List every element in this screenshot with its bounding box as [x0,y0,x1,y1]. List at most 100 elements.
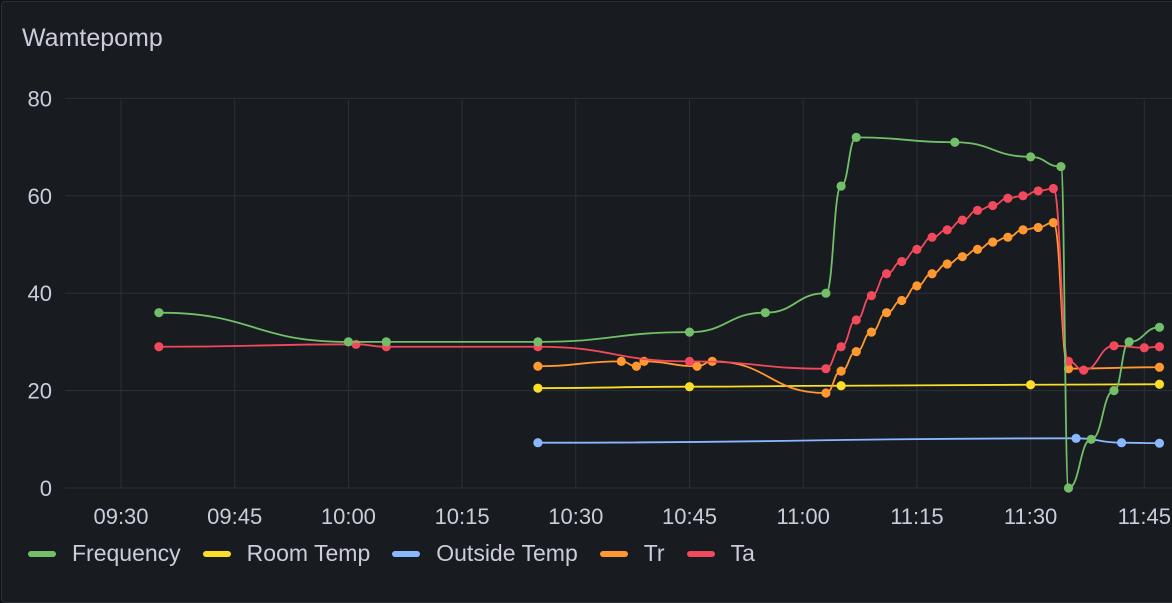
legend-item-frequency[interactable]: Frequency [28,540,181,567]
data-point[interactable] [897,256,907,267]
data-point[interactable] [942,259,952,269]
data-point[interactable] [950,137,960,147]
data-point[interactable] [836,342,846,352]
data-point[interactable] [1063,364,1074,374]
data-point[interactable] [972,205,983,216]
data-point[interactable] [866,327,877,337]
grid [65,97,1172,489]
data-point[interactable] [1079,365,1089,375]
data-point[interactable] [1003,193,1013,203]
series-tr [533,217,1165,398]
data-point[interactable] [1154,379,1165,389]
data-point[interactable] [821,364,831,374]
data-point[interactable] [684,382,695,392]
data-point[interactable] [957,252,967,262]
data-point[interactable] [533,438,543,448]
legend-item-tr[interactable]: Tr [599,540,665,567]
data-point[interactable] [1154,362,1165,372]
data-point[interactable] [1063,356,1074,366]
legend-swatch [599,550,628,557]
legend-label: Frequency [72,540,181,566]
data-point[interactable] [836,381,846,391]
data-point[interactable] [1026,152,1036,162]
line-chart: 0 20 40 60 80 09:30 09:45 10:00 10:15 10:30 10:45… [28,86,1172,529]
legend-item-ta[interactable]: Ta [686,540,755,567]
data-point[interactable] [988,237,998,247]
data-point[interactable] [533,383,543,393]
data-point[interactable] [1124,337,1134,347]
data-point[interactable] [1109,386,1119,396]
data-point[interactable] [533,337,543,347]
data-point[interactable] [851,347,861,357]
data-point[interactable] [881,269,892,279]
x-tick-label: 11:15 [890,504,943,529]
x-tick-label: 09:45 [207,504,262,529]
data-point[interactable] [1003,232,1013,242]
data-point[interactable] [1048,217,1058,228]
data-point[interactable] [684,327,695,337]
data-point[interactable] [836,181,846,191]
legend-swatch [202,550,231,557]
data-point[interactable] [881,308,892,318]
legend-swatch [686,550,715,557]
data-point[interactable] [897,295,907,306]
data-point[interactable] [1056,161,1066,172]
data-point[interactable] [154,308,164,318]
data-point[interactable] [912,244,922,254]
data-point[interactable] [1139,343,1149,353]
data-point[interactable] [972,244,983,254]
data-point[interactable] [1033,186,1043,196]
data-point[interactable] [533,361,543,371]
data-point[interactable] [942,225,952,235]
data-point[interactable] [631,361,642,371]
x-tick-label: 11:30 [1004,504,1057,529]
x-tick-label: 10:00 [321,504,376,529]
data-point[interactable] [692,361,702,371]
data-point[interactable] [1048,183,1058,194]
data-point[interactable] [1026,380,1036,390]
data-point[interactable] [1154,322,1165,332]
legend-item-outside-temp[interactable]: Outside Temp [392,540,578,567]
y-tick-label: 40 [28,281,52,306]
y-tick-label: 80 [28,86,52,111]
data-point[interactable] [1086,434,1096,444]
legend-label: Room Temp [246,540,371,566]
data-point[interactable] [760,308,770,318]
data-point[interactable] [1116,438,1127,448]
data-point[interactable] [1063,483,1074,493]
panel-title[interactable]: Wamtepomp [22,24,163,52]
data-point[interactable] [1071,433,1081,443]
data-point[interactable] [343,337,353,347]
x-tick-label: 09:30 [93,504,148,529]
data-point[interactable] [927,232,937,242]
data-point[interactable] [381,337,391,347]
data-point[interactable] [927,269,937,279]
series-line [158,136,1160,489]
legend-swatch [28,550,56,557]
y-tick-label: 60 [28,184,52,209]
data-point[interactable] [1109,341,1119,351]
data-point[interactable] [154,342,164,352]
data-point[interactable] [866,291,877,301]
data-point[interactable] [1018,225,1028,235]
data-point[interactable] [821,388,831,398]
x-tick-label: 10:15 [435,504,490,529]
legend-item-room-temp[interactable]: Room Temp [202,540,371,567]
data-point[interactable] [851,315,861,325]
data-point[interactable] [912,281,922,291]
legend-label: Ta [730,540,755,566]
data-point[interactable] [988,200,998,211]
series-ta [154,183,1165,375]
y-tick-label: 20 [28,379,52,404]
data-point[interactable] [957,215,967,225]
data-point[interactable] [851,132,861,142]
data-point[interactable] [684,356,695,366]
data-point[interactable] [1018,191,1028,201]
data-point[interactable] [1154,342,1165,352]
data-point[interactable] [836,366,846,376]
data-point[interactable] [1033,222,1043,233]
data-point[interactable] [821,288,831,298]
data-point[interactable] [616,356,626,366]
data-point[interactable] [1154,438,1165,448]
